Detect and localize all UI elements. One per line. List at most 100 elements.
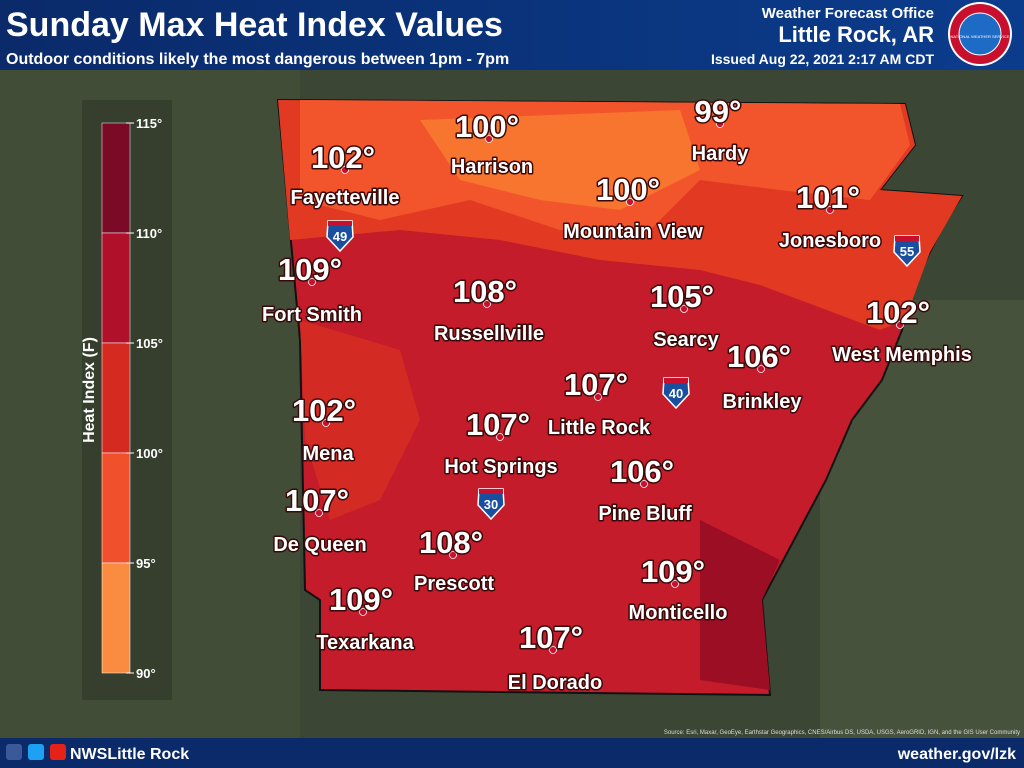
credits: Source: Esri, Maxar, GeoEye, Earthstar G… xyxy=(664,730,1020,736)
social-handle[interactable]: NWSLittle Rock xyxy=(70,746,189,763)
city-dot xyxy=(757,365,765,373)
heat-index-value: 108° xyxy=(453,274,517,309)
city-dot xyxy=(308,278,316,286)
city-dot xyxy=(716,120,724,128)
city-name: El Dorado xyxy=(508,672,602,694)
city-dot xyxy=(483,300,491,308)
nws-logo xyxy=(958,12,1002,56)
interstate-shield xyxy=(662,377,690,410)
interstate-band xyxy=(479,489,503,494)
interstate-band xyxy=(895,236,919,241)
city-name: Pine Bluff xyxy=(598,503,692,525)
office: Weather Forecast Office xyxy=(762,5,934,22)
heat-zone xyxy=(700,520,780,690)
interstate-shield xyxy=(477,488,505,521)
legend-label: 95° xyxy=(136,556,156,571)
legend-band xyxy=(101,232,131,344)
city-dot xyxy=(485,135,493,143)
subtitle: Outdoor conditions likely the most dange… xyxy=(6,51,509,68)
heat-index-value: 106° xyxy=(727,339,791,374)
legend-band xyxy=(101,122,131,234)
interstate-shield xyxy=(893,235,921,268)
heat-index-value: 99° xyxy=(695,94,742,129)
issued: Issued Aug 22, 2021 2:17 AM CDT xyxy=(711,51,934,67)
legend-band xyxy=(101,342,131,454)
heat-index-value: 102° xyxy=(311,140,375,175)
city-name: Mena xyxy=(302,443,354,465)
heat-index-value: 102° xyxy=(866,295,930,330)
city-name: Russellville xyxy=(434,323,544,345)
heat-index-value: 102° xyxy=(292,393,356,428)
city-dot xyxy=(594,393,602,401)
facebook-icon[interactable] xyxy=(6,744,22,760)
city-dot xyxy=(626,198,634,206)
city-dot xyxy=(896,321,904,329)
heat-index-value: 107° xyxy=(466,407,530,442)
city-dot xyxy=(826,206,834,214)
city-name: Mountain View xyxy=(563,221,703,243)
city-dot xyxy=(449,551,457,559)
legend-label: 90° xyxy=(136,666,156,681)
heat-index-value: 100° xyxy=(455,109,519,144)
footer-bar xyxy=(0,738,1024,768)
city-dot xyxy=(496,433,504,441)
heat-zone xyxy=(420,110,700,210)
nws-logo-text: NATIONAL WEATHER SERVICE xyxy=(951,34,1010,39)
city-name: Jonesboro xyxy=(779,230,881,252)
interstate-band xyxy=(664,378,688,383)
city-name: Fayetteville xyxy=(291,187,400,209)
city-name: Hardy xyxy=(692,143,750,165)
legend-label: 115° xyxy=(136,116,162,131)
heat-index-value: 106° xyxy=(610,454,674,489)
city-name: Monticello xyxy=(629,602,728,624)
city-dot xyxy=(315,509,323,517)
legend-title: Heat Index (F) xyxy=(81,337,98,443)
city-dot xyxy=(671,580,679,588)
interstate-band xyxy=(328,221,352,226)
city-name: Brinkley xyxy=(723,391,803,413)
heat-index-value: 101° xyxy=(796,180,860,215)
city-name: Harrison xyxy=(451,156,533,178)
city-name: De Queen xyxy=(273,534,366,556)
heat-index-value: 108° xyxy=(419,525,483,560)
twitter-icon[interactable] xyxy=(28,744,44,760)
legend-label: 110° xyxy=(136,226,162,241)
location: Little Rock, AR xyxy=(778,22,934,47)
heat-index-value: 107° xyxy=(519,620,583,655)
interstate-number: 30 xyxy=(484,497,498,512)
interstate-number: 40 xyxy=(669,386,683,401)
city-name: West Memphis xyxy=(832,344,972,366)
city-dot xyxy=(359,608,367,616)
heat-index-value: 109° xyxy=(641,554,705,589)
legend-label: 100° xyxy=(136,446,163,461)
heat-index-value: 107° xyxy=(285,483,349,518)
city-name: Searcy xyxy=(653,329,719,351)
city-name: Hot Springs xyxy=(444,456,557,478)
heat-index-value: 107° xyxy=(564,367,628,402)
website[interactable]: weather.gov/lzk xyxy=(897,746,1016,763)
city-dot xyxy=(322,419,330,427)
city-name: Fort Smith xyxy=(262,304,362,326)
city-dot xyxy=(341,166,349,174)
youtube-icon[interactable] xyxy=(50,744,66,760)
interstate-number: 49 xyxy=(333,229,347,244)
header-bar xyxy=(0,0,1024,70)
city-name: Texarkana xyxy=(316,632,414,654)
legend-band xyxy=(101,562,131,674)
city-dot xyxy=(680,305,688,313)
interstate-number: 55 xyxy=(900,244,914,259)
title: Sunday Max Heat Index Values xyxy=(6,6,503,44)
heat-index-value: 105° xyxy=(650,279,714,314)
legend-label: 105° xyxy=(136,336,163,351)
interstate-shield xyxy=(326,220,354,253)
heat-index-value: 109° xyxy=(278,252,342,287)
heat-index-value: 100° xyxy=(596,172,660,207)
terrain xyxy=(0,70,300,740)
legend-band xyxy=(101,452,131,564)
city-dot xyxy=(640,480,648,488)
heat-zone xyxy=(300,320,420,520)
city-dot xyxy=(549,646,557,654)
city-name: Prescott xyxy=(414,573,494,595)
city-name: Little Rock xyxy=(548,417,651,439)
